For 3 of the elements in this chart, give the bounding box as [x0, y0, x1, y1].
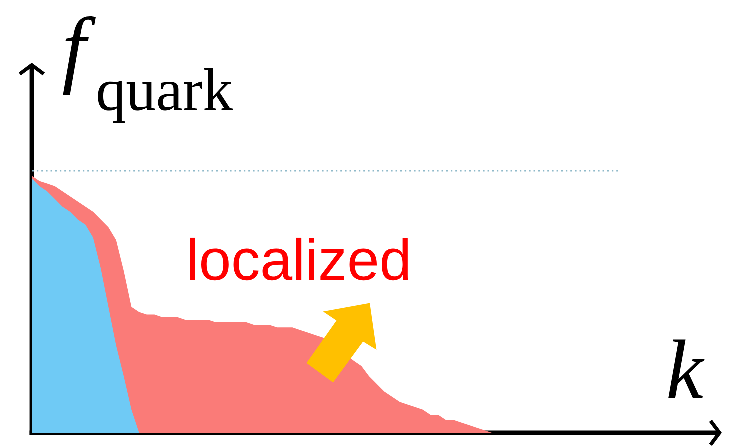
- y-axis-title: f$_{quark}$: [63, 16, 234, 124]
- series-label: localized: [190, 238, 408, 281]
- x-axis-title: k: [668, 340, 705, 398]
